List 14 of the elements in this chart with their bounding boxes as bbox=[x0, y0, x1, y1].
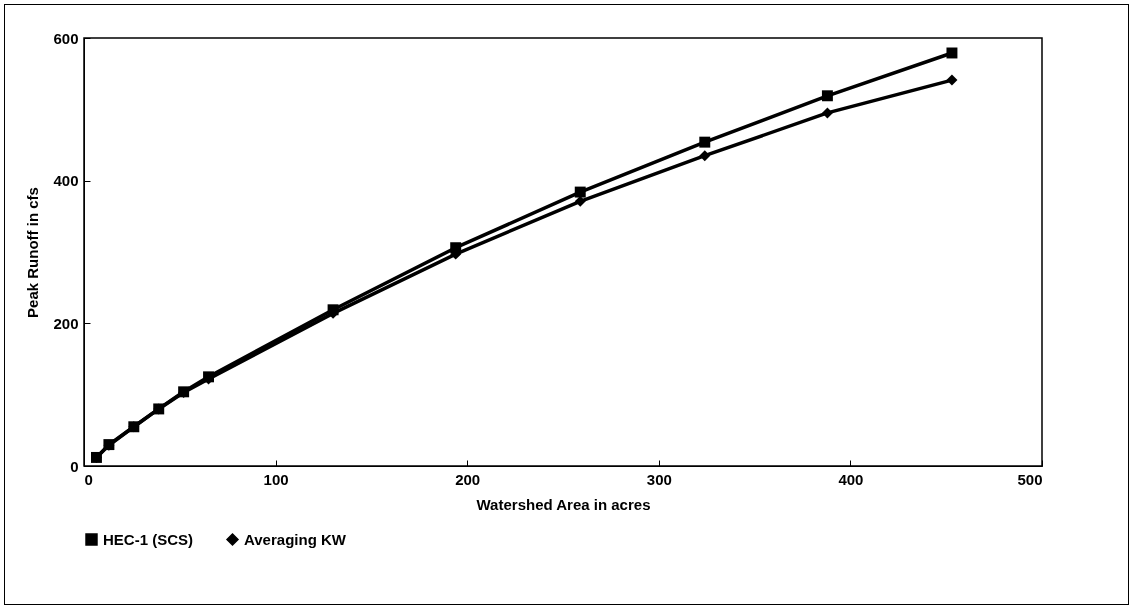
x-tick-label: 400 bbox=[838, 470, 864, 488]
legend-label: Averaging KW bbox=[244, 530, 347, 548]
legend-label: HEC-1 (SCS) bbox=[103, 530, 194, 548]
x-tick-label: 300 bbox=[646, 470, 672, 488]
y-tick-label: 400 bbox=[53, 172, 79, 190]
y-tick-label: 200 bbox=[53, 314, 79, 332]
y-axis-title: Peak Runoff in cfs bbox=[24, 187, 42, 318]
y-tick-label: 0 bbox=[70, 457, 79, 475]
y-tick-label: 600 bbox=[53, 29, 79, 47]
x-tick-label: 500 bbox=[1017, 470, 1043, 488]
x-tick-label: 100 bbox=[263, 470, 289, 488]
x-tick-label: 200 bbox=[455, 470, 481, 488]
x-axis-title: Watershed Area in acres bbox=[476, 495, 651, 513]
x-tick-label: 0 bbox=[84, 470, 93, 488]
